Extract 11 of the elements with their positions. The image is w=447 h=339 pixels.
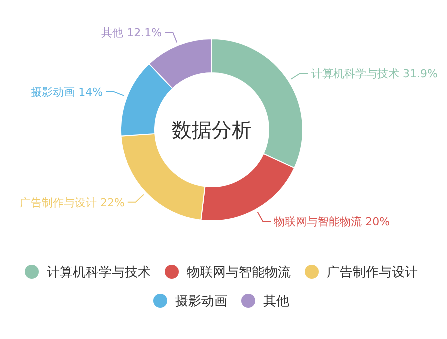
category-label: 计算机科学与技术 31.9% bbox=[311, 67, 438, 80]
legend-label: 广告制作与设计 bbox=[327, 266, 418, 280]
category-label: 广告制作与设计 22% bbox=[20, 196, 125, 210]
legend-label: 计算机科学与技术 bbox=[47, 266, 151, 280]
legend-label: 其他 bbox=[264, 294, 290, 310]
category-label: 物联网与智能物流 20% bbox=[274, 216, 390, 229]
category-label: 其他 12.1% bbox=[102, 26, 162, 40]
category-label: 摄影动画 14% bbox=[31, 86, 104, 99]
legend-label: 摄影动画 bbox=[176, 294, 228, 310]
text: 数据分析 bbox=[172, 118, 252, 142]
legend-label: 物联网与智能物流 bbox=[187, 264, 291, 280]
